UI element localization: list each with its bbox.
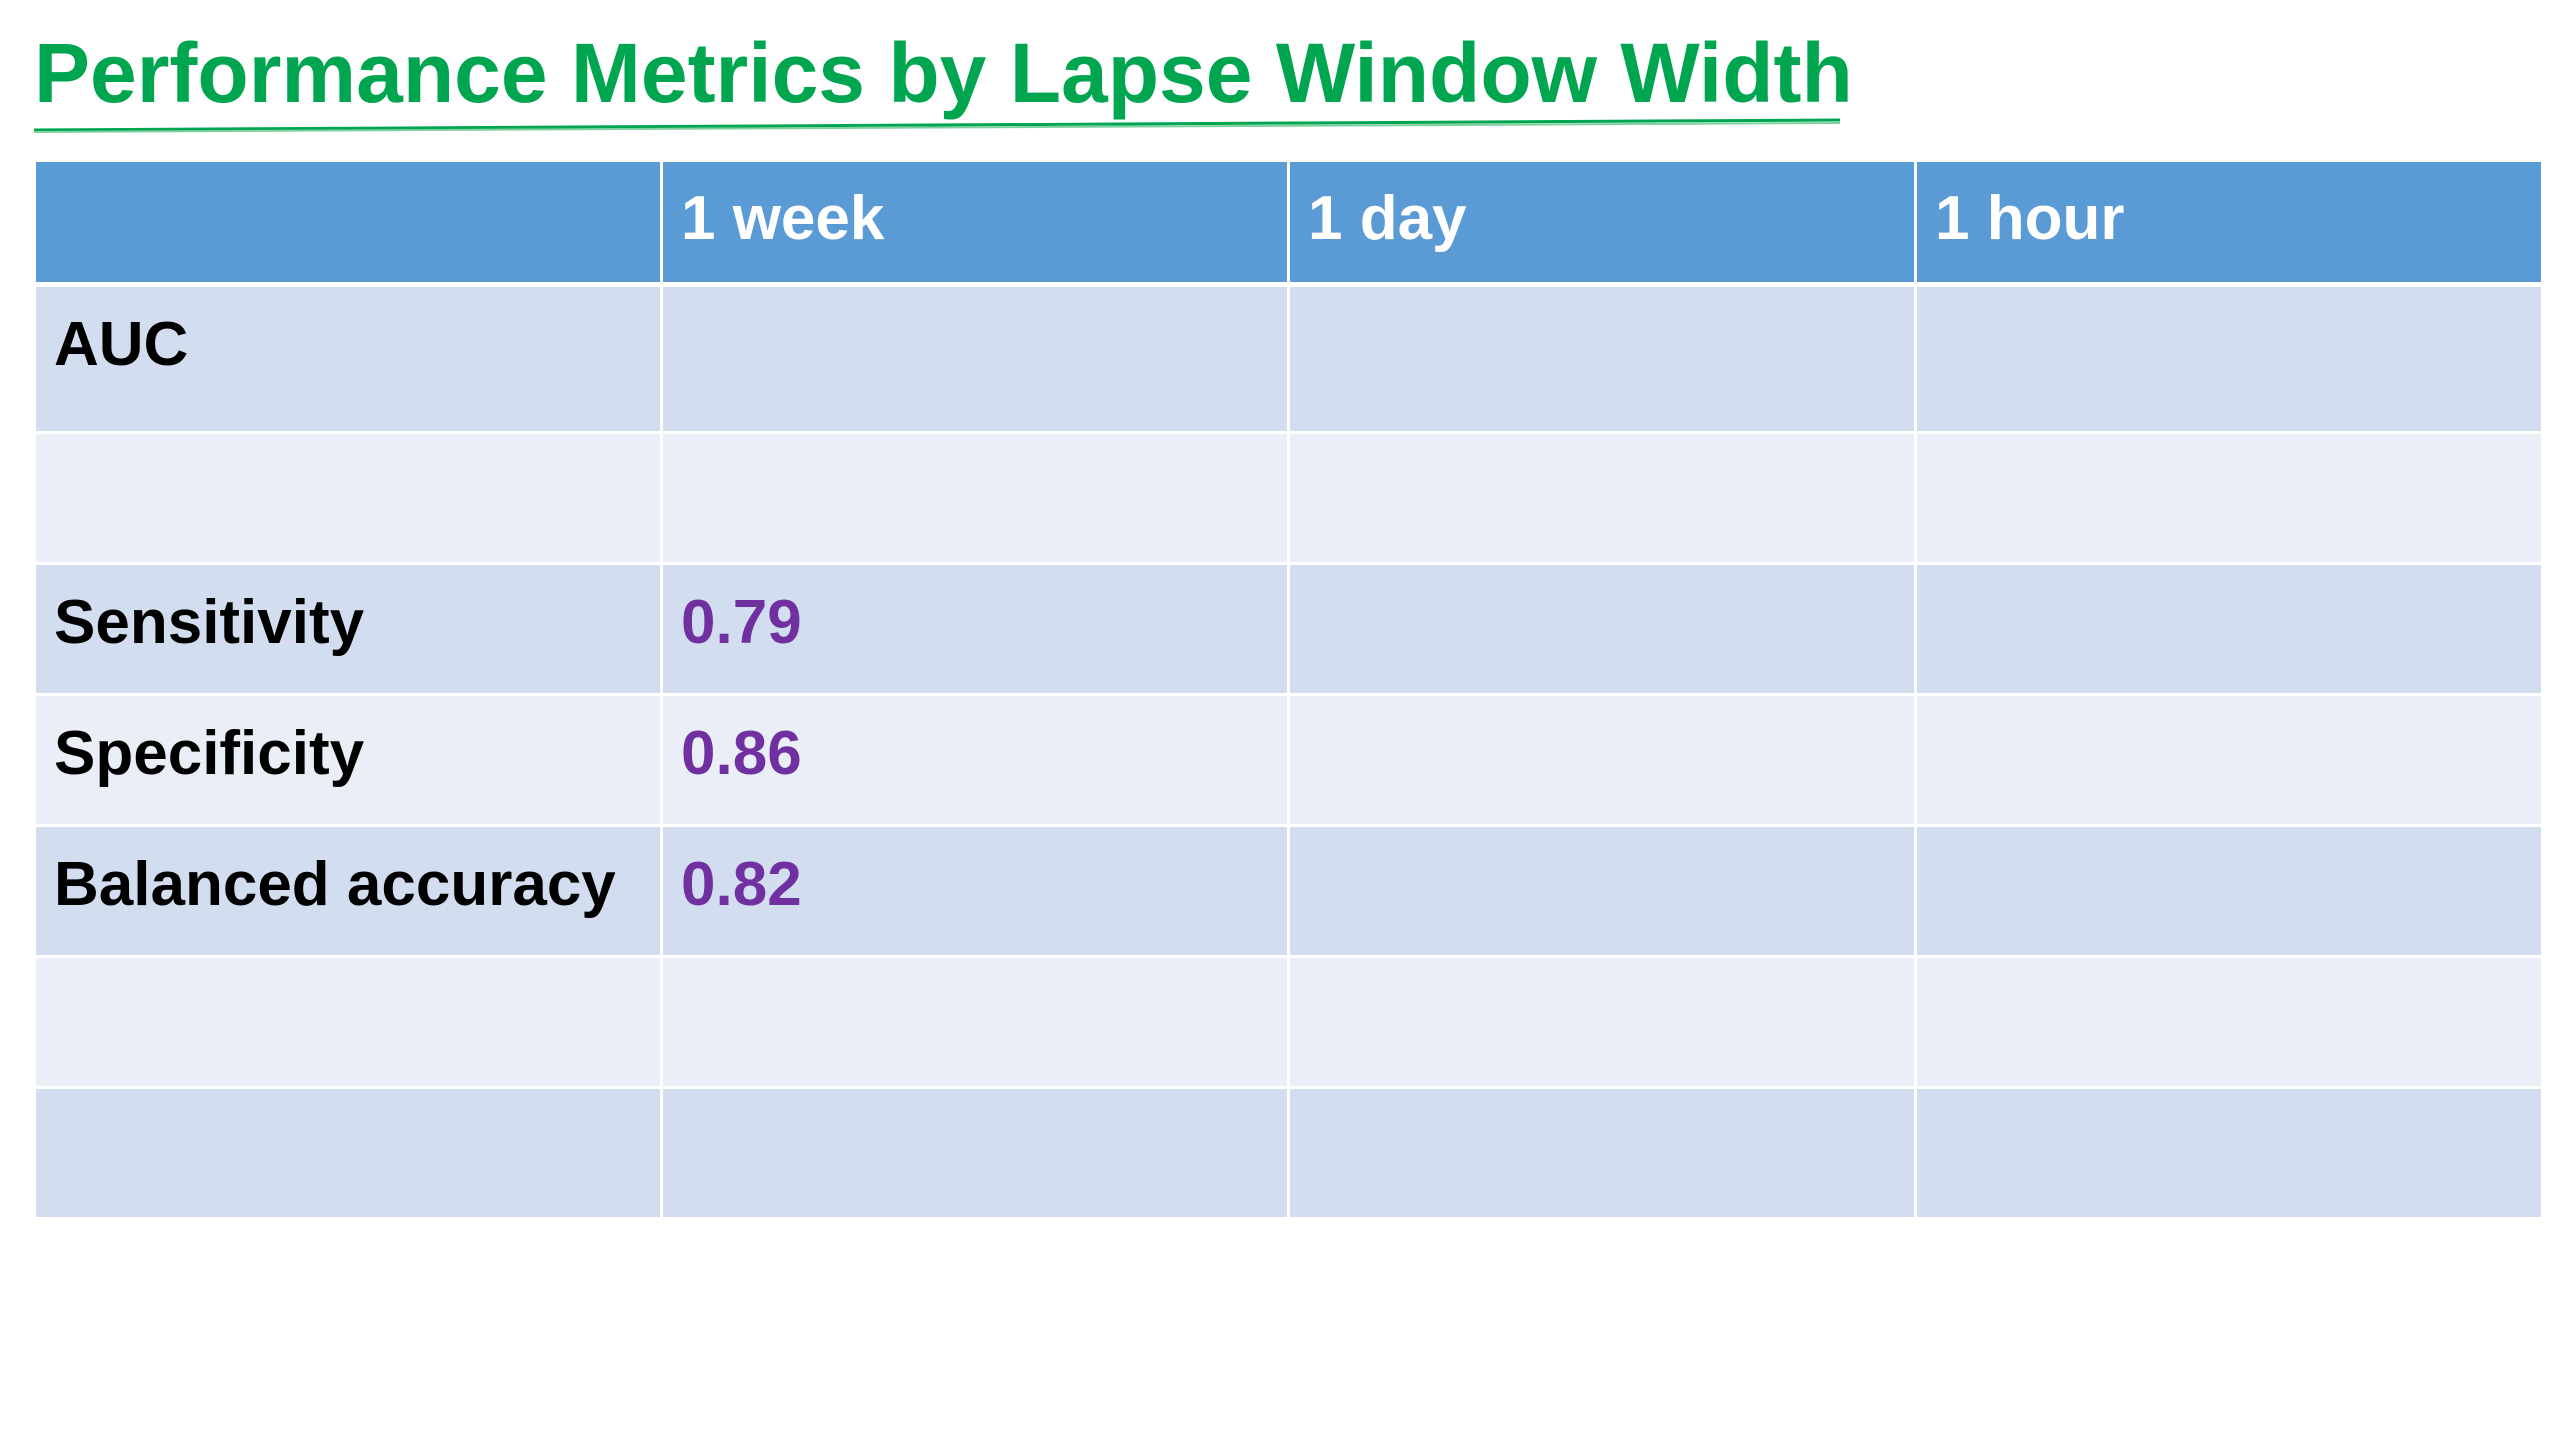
table-row (33, 955, 2544, 1089)
value-1-week: 0.79 (660, 562, 1290, 696)
value-1-day (1287, 283, 1917, 434)
value-1-week: 0.82 (660, 824, 1290, 958)
value-1-week (660, 1086, 1290, 1220)
table-row: Specificity 0.86 (33, 693, 2544, 827)
metric-label: Sensitivity (33, 562, 663, 696)
value-1-day (1287, 824, 1917, 958)
value-1-week: 0.86 (660, 693, 1290, 827)
value-1-week (660, 955, 1290, 1089)
slide-title: Performance Metrics by Lapse Window Widt… (34, 26, 1853, 120)
header-cell-metric (33, 162, 663, 287)
metric-label (33, 431, 663, 565)
value-1-hour (1914, 562, 2544, 696)
table-row (33, 431, 2544, 565)
metrics-table: 1 week 1 day 1 hour AUC Sensitivity 0.79… (33, 162, 2544, 1220)
value-1-day (1287, 955, 1917, 1089)
value-1-hour (1914, 693, 2544, 827)
title-underline (34, 118, 1841, 133)
metric-label: Balanced accuracy (33, 824, 663, 958)
value-1-week (660, 431, 1290, 565)
value-1-day (1287, 1086, 1917, 1220)
table-row: Balanced accuracy 0.82 (33, 824, 2544, 958)
value-1-hour (1914, 824, 2544, 958)
metric-label: Specificity (33, 693, 663, 827)
value-1-day (1287, 562, 1917, 696)
table-row: Sensitivity 0.79 (33, 562, 2544, 696)
metric-label (33, 955, 663, 1089)
value-1-hour (1914, 955, 2544, 1089)
value-1-hour (1914, 283, 2544, 434)
metric-label: AUC (33, 283, 663, 434)
value-1-hour (1914, 431, 2544, 565)
header-cell-1-day: 1 day (1287, 162, 1917, 287)
table-row: AUC (33, 283, 2544, 434)
value-1-day (1287, 431, 1917, 565)
header-cell-1-week: 1 week (660, 162, 1290, 287)
header-row: 1 week 1 day 1 hour (33, 162, 2544, 287)
table-row (33, 1086, 2544, 1220)
value-1-week (660, 283, 1290, 434)
metric-label (33, 1086, 663, 1220)
header-cell-1-hour: 1 hour (1914, 162, 2544, 287)
value-1-hour (1914, 1086, 2544, 1220)
value-1-day (1287, 693, 1917, 827)
